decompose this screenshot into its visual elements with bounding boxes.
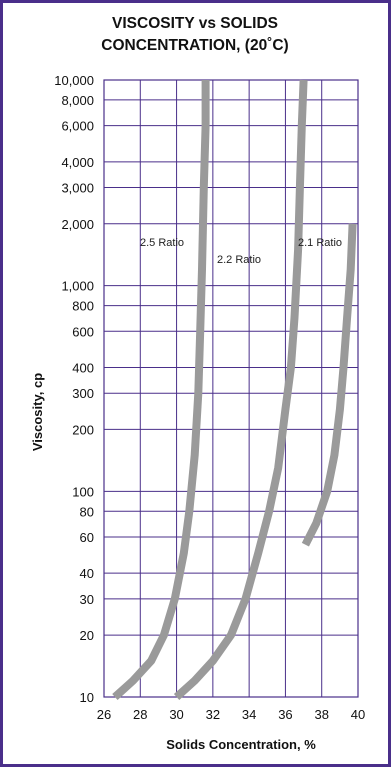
y-tick-label: 4,000 xyxy=(61,155,94,170)
chart-title-line-2: CONCENTRATION, (20˚C) xyxy=(101,37,288,54)
x-tick-labels: 26 28 30 32 34 36 38 40 xyxy=(97,707,365,722)
series-line-2-5-ratio xyxy=(112,80,210,700)
y-tick-label: 3,000 xyxy=(61,181,94,196)
y-tick-label: 400 xyxy=(72,361,94,376)
annotation-2-1-ratio: 2.1 Ratio xyxy=(298,237,342,249)
annotation-2-5-ratio: 2.5 Ratio xyxy=(140,237,184,249)
y-tick-labels: 10 20 30 40 60 80 100 200 300 400 600 800 1,000 2,000… xyxy=(54,73,94,705)
x-tick-label: 30 xyxy=(169,707,183,722)
y-tick-label: 300 xyxy=(72,386,94,401)
x-tick-label: 26 xyxy=(97,707,111,722)
x-tick-label: 28 xyxy=(133,707,147,722)
y-tick-label: 60 xyxy=(80,530,94,545)
x-tick-label: 32 xyxy=(206,707,220,722)
chart-title-line-1: VISCOSITY vs SOLIDS xyxy=(112,15,278,32)
data-series xyxy=(112,79,357,700)
x-tick-label: 34 xyxy=(242,707,256,722)
y-tick-label: 30 xyxy=(80,592,94,607)
grid-lines xyxy=(103,79,359,698)
y-tick-label: 10,000 xyxy=(54,73,94,88)
y-tick-label: 100 xyxy=(72,484,94,499)
y-tick-label: 800 xyxy=(72,299,94,314)
plot-border xyxy=(103,79,359,698)
y-tick-label: 80 xyxy=(80,504,94,519)
series-line-2-2-ratio xyxy=(173,79,308,700)
y-tick-label: 2,000 xyxy=(61,217,94,232)
x-tick-label: 40 xyxy=(351,707,365,722)
x-tick-label: 38 xyxy=(314,707,328,722)
series-line-2-1-ratio xyxy=(301,223,357,547)
y-tick-label: 1,000 xyxy=(61,279,94,294)
x-axis-label: Solids Concentration, % xyxy=(166,737,316,752)
y-tick-label: 10 xyxy=(80,690,94,705)
y-tick-label: 200 xyxy=(72,422,94,437)
y-tick-label: 600 xyxy=(72,324,94,339)
annotation-2-2-ratio: 2.2 Ratio xyxy=(217,254,261,266)
y-tick-label: 6,000 xyxy=(61,119,94,134)
y-tick-label: 40 xyxy=(80,566,94,581)
y-axis-label: Viscosity, cp xyxy=(30,373,45,451)
y-tick-label: 20 xyxy=(80,628,94,643)
x-tick-label: 36 xyxy=(278,707,292,722)
y-tick-label: 8,000 xyxy=(61,93,94,108)
